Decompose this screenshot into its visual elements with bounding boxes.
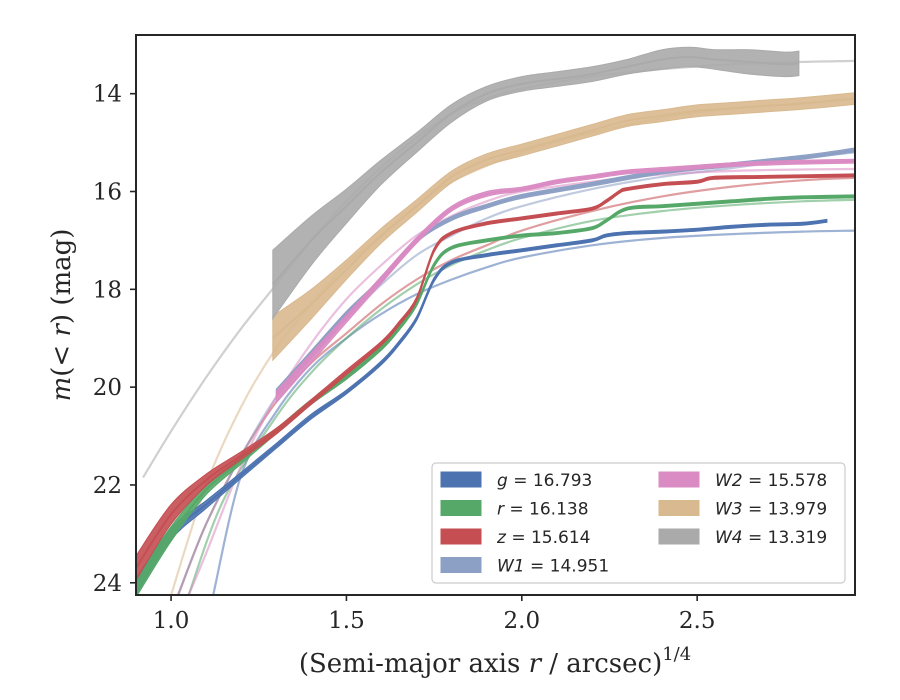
- model-curve-W4: [142, 59, 855, 479]
- legend-label-z: z = 15.614: [496, 528, 590, 548]
- legend-box: [431, 462, 846, 584]
- profile-band-g: [136, 218, 828, 595]
- profile-band-W4: [272, 46, 800, 321]
- y-tick-label: 16: [93, 180, 122, 206]
- legend-label-W3: W3 = 13.979: [715, 500, 827, 520]
- x-tick-label: 2.0: [504, 608, 541, 634]
- legend-label-W4: W4 = 13.319: [715, 528, 827, 548]
- x-axis-label: (Semi-major axis r / arcsec)1/4: [299, 644, 691, 679]
- legend-swatch-W2: [658, 471, 700, 488]
- legend-swatch-W1: [440, 557, 482, 573]
- profile-line-W2: [275, 160, 855, 398]
- legend-swatch-W3: [658, 500, 700, 516]
- profile-line-W3: [272, 97, 855, 339]
- legend-swatch-z: [440, 528, 482, 545]
- plot-frame: [135, 34, 856, 596]
- legend-swatch-g: [440, 471, 482, 488]
- y-tick-label: 14: [93, 82, 122, 108]
- profile-band-W3: [272, 92, 855, 362]
- legend-label-r: r = 16.138: [497, 500, 589, 520]
- legend-label-W2: W2 = 15.578: [715, 471, 827, 491]
- y-tick-label: 18: [93, 277, 122, 303]
- legend-swatch-r: [440, 500, 482, 516]
- profile-band-W2: [275, 158, 855, 405]
- y-axis-label: m(< r) (mag): [47, 229, 77, 402]
- x-axis: 1.0 1.5 2.0 2.5: [153, 595, 716, 634]
- legend-label-W1: W1 = 14.951: [497, 557, 609, 577]
- series-layer: [136, 46, 855, 595]
- legend-label-g: g = 16.793: [497, 471, 592, 491]
- y-tick-label: 24: [93, 571, 122, 597]
- legend: g = 16.793 r = 16.138 z = 15.614 W1 = 14.95…: [431, 462, 846, 584]
- legend-swatch-W4: [658, 528, 700, 545]
- x-tick-label: 1.0: [153, 608, 190, 634]
- model-curve-r: [187, 198, 855, 595]
- profile-line-W4: [272, 55, 799, 286]
- x-tick-label: 2.5: [679, 608, 716, 634]
- profile-line-z: [136, 174, 855, 569]
- y-axis: 14 16 18 20 22 24: [93, 82, 136, 597]
- x-tick-label: 1.5: [328, 608, 365, 634]
- y-tick-label: 22: [93, 473, 122, 499]
- model-curve-g: [212, 229, 855, 595]
- profile-line-g: [136, 219, 828, 589]
- y-tick-label: 20: [93, 375, 122, 401]
